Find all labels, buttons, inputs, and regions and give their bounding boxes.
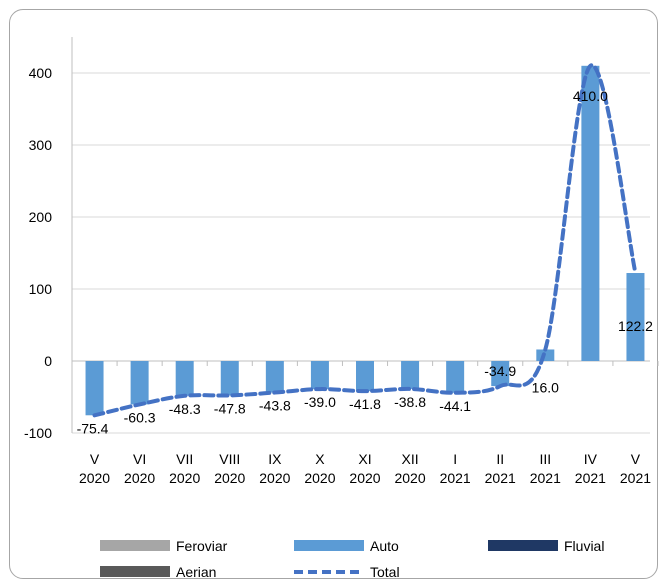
x-tick-label: 2020	[214, 470, 245, 486]
data-label: -41.8	[349, 396, 381, 412]
bar	[581, 65, 600, 362]
data-label: -38.8	[394, 394, 426, 410]
legend-swatch	[100, 566, 170, 577]
legend-label: Total	[370, 564, 400, 580]
bar	[356, 361, 374, 392]
total-line	[92, 63, 638, 418]
legend-swatch	[488, 540, 558, 551]
x-tick-label: I	[453, 451, 457, 467]
legend-label: Auto	[370, 538, 399, 554]
chart-frame	[9, 9, 658, 579]
x-tick-label: VI	[133, 451, 146, 467]
x-tick-label: 2021	[575, 470, 606, 486]
data-label: -60.3	[124, 409, 156, 425]
y-tick-label: 200	[29, 209, 53, 225]
legend-label: Aerian	[176, 564, 216, 580]
data-label: -48.3	[169, 401, 201, 417]
x-tick-label: 2021	[620, 470, 651, 486]
data-label: -75.4	[77, 420, 109, 436]
x-tick-label: II	[496, 451, 504, 467]
x-tick-label: III	[539, 451, 551, 467]
x-tick-label: IV	[584, 451, 598, 467]
bar	[85, 361, 104, 416]
x-tick-label: V	[631, 451, 641, 467]
x-tick-label: V	[90, 451, 100, 467]
x-tick-label: 2020	[259, 470, 290, 486]
bar	[626, 273, 645, 361]
y-tick-label: 100	[29, 281, 53, 297]
legend-label: Fluvial	[564, 538, 604, 554]
data-label: 16.0	[532, 379, 559, 395]
legend-swatch	[294, 540, 364, 551]
y-tick-label: 300	[29, 137, 53, 153]
x-tick-label: 2020	[124, 470, 155, 486]
data-label: -47.8	[214, 400, 246, 416]
data-label: -43.8	[259, 398, 291, 414]
x-tick-label: X	[315, 451, 325, 467]
x-tick-label: 2021	[485, 470, 516, 486]
x-tick-label: XI	[358, 451, 371, 467]
x-tick-label: VIII	[219, 451, 240, 467]
x-tick-label: 2020	[394, 470, 425, 486]
legend-swatch	[100, 540, 170, 551]
x-tick-label: VII	[176, 451, 193, 467]
bar	[446, 361, 465, 393]
data-label: 122.2	[618, 318, 653, 334]
y-tick-label: 400	[29, 65, 53, 81]
data-label: -44.1	[439, 398, 471, 414]
data-label: -39.0	[304, 394, 336, 410]
x-tick-label: 2020	[349, 470, 380, 486]
y-tick-label: 0	[44, 353, 52, 369]
x-tick-label: IX	[268, 451, 282, 467]
bar	[491, 361, 510, 387]
data-label: -34.9	[484, 363, 516, 379]
x-tick-label: 2020	[79, 470, 110, 486]
bar	[220, 361, 239, 396]
x-tick-label: 2021	[440, 470, 471, 486]
legend-label: Feroviar	[176, 538, 228, 554]
y-tick-label: -100	[24, 425, 52, 441]
x-tick-label: 2021	[530, 470, 561, 486]
bar	[401, 361, 420, 389]
bar	[265, 361, 284, 393]
bar	[130, 361, 149, 405]
x-tick-label: 2020	[304, 470, 335, 486]
bar	[175, 361, 194, 396]
x-tick-label: 2020	[169, 470, 200, 486]
bar	[310, 361, 329, 390]
x-tick-label: XII	[402, 451, 419, 467]
data-label: 410.0	[573, 88, 608, 104]
